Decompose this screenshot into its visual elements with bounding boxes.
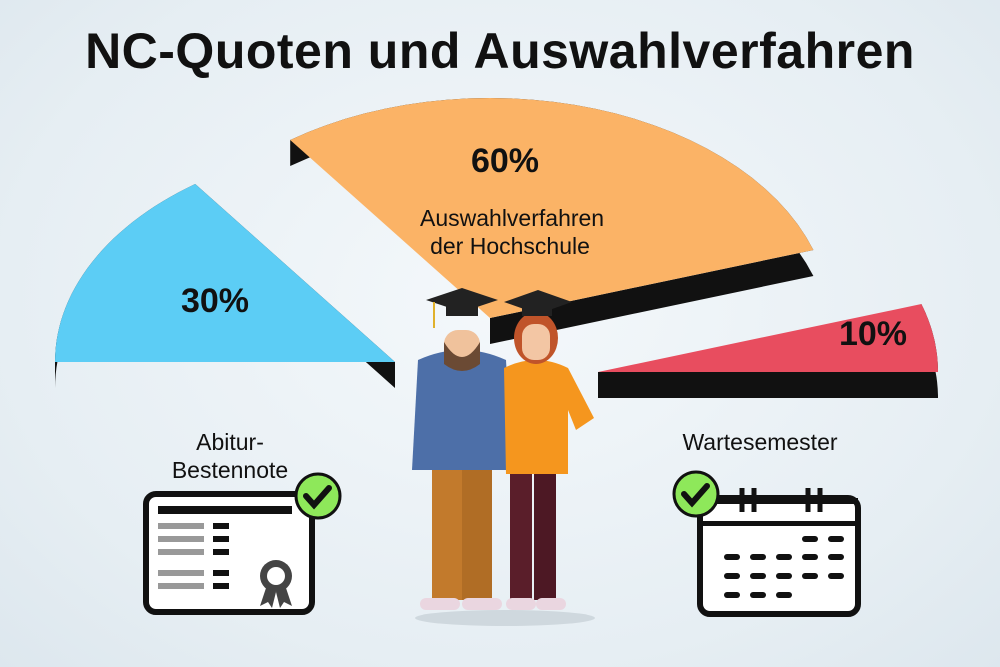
slice-value-label: 30% (181, 282, 249, 320)
students-illustration (412, 288, 595, 626)
slice-top (55, 184, 395, 362)
label-line: Bestennote (171, 457, 289, 483)
label-auswahl: Auswahlverfahren der Hochschule (420, 204, 605, 260)
check-icon (294, 472, 342, 520)
certificate-icon (143, 472, 342, 615)
label-wartesemester: Wartesemester (670, 428, 850, 456)
pie-slice-0: 30% (55, 184, 395, 388)
label-abitur: Abitur- Bestennote (150, 428, 310, 484)
slice-top (290, 98, 814, 318)
pie-slice-1: 60% (290, 98, 814, 344)
slice-value-label: 10% (839, 315, 907, 353)
slice-value-label: 60% (471, 142, 539, 180)
label-line: Auswahlverfahren (420, 205, 605, 231)
student-woman (504, 290, 594, 610)
slice-extrusion (598, 304, 938, 398)
calendar-icon (672, 470, 861, 617)
student-man (412, 288, 512, 610)
pie-slice-2: 10% (598, 304, 938, 398)
label-line: Abitur- (196, 429, 264, 455)
label-line: Wartesemester (682, 429, 838, 455)
check-icon (672, 470, 720, 518)
page-title: NC-Quoten und Auswahlverfahren (85, 23, 915, 79)
label-line: der Hochschule (430, 233, 590, 259)
slice-top (598, 304, 938, 372)
